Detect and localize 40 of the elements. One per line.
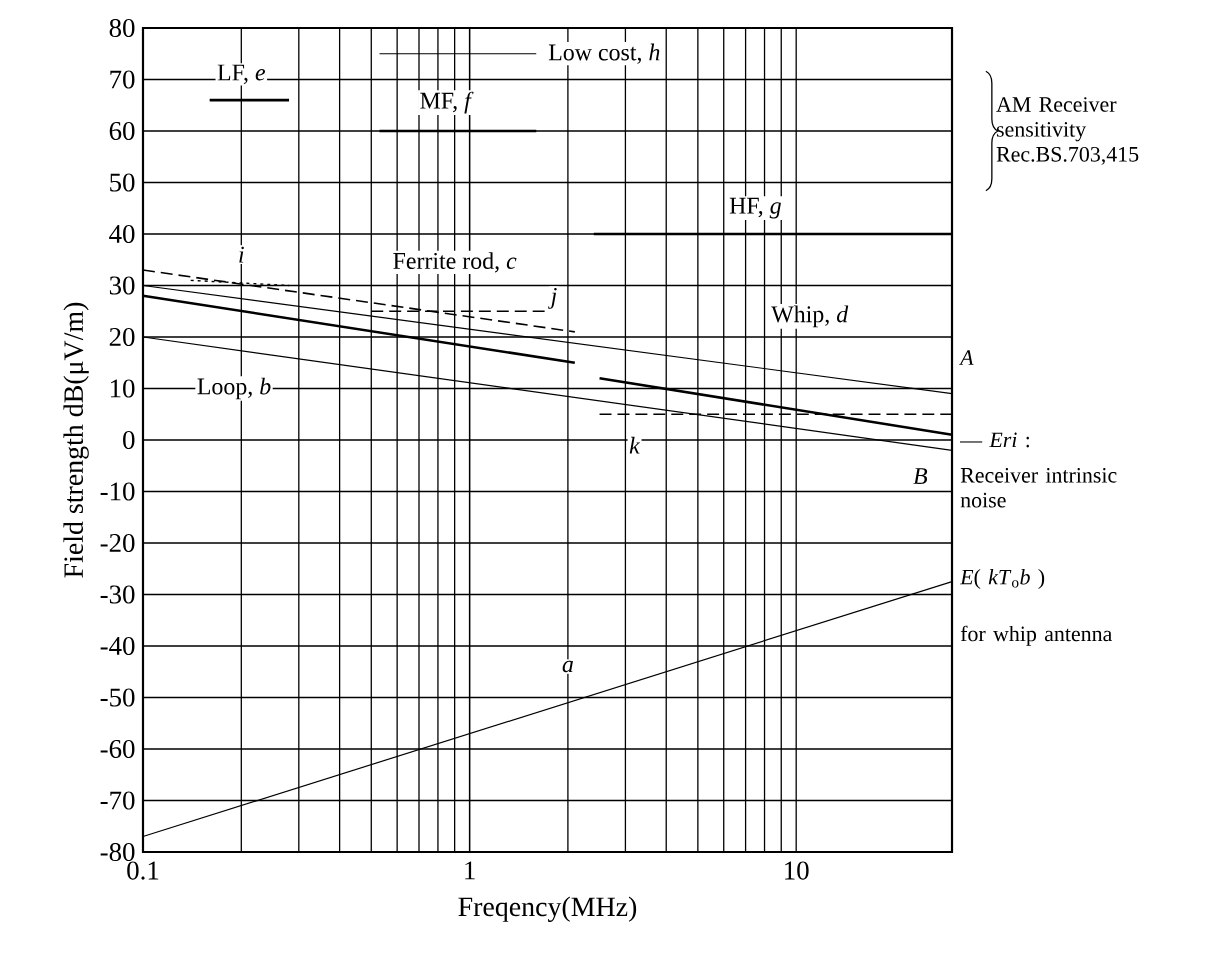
annotation: i xyxy=(239,246,244,263)
x-tick-label: 10 xyxy=(785,861,809,880)
y-axis-title: Field strength dB(μV/m) xyxy=(63,302,89,578)
y-tick-label: -40 xyxy=(100,636,135,656)
y-tick-label: 80 xyxy=(109,18,135,38)
x-tick-label: 0.1 xyxy=(127,861,159,880)
y-tick-label: -30 xyxy=(100,585,135,604)
text: — Eri : xyxy=(960,432,1030,448)
annotation: B xyxy=(913,468,928,484)
y-tick-label: -70 xyxy=(100,791,135,810)
y-tick-label: 30 xyxy=(109,276,135,295)
annotation: k xyxy=(629,436,641,454)
annotation: Ferrite rod, c xyxy=(393,252,517,273)
annotation: Loop, b xyxy=(197,377,271,400)
y-tick-label: 50 xyxy=(110,173,135,192)
y-tick-label: 10 xyxy=(110,379,135,398)
y-tick-label: 60 xyxy=(109,121,135,141)
annotation: j xyxy=(548,287,557,309)
text: Receiver intrinsic noise xyxy=(960,467,1117,508)
annotation: a xyxy=(562,660,573,673)
y-tick-label: 40 xyxy=(109,224,135,244)
text: E( kT$_{o}$b ) xyxy=(959,569,1045,589)
y-tick-label: -20 xyxy=(100,533,135,553)
y-tick-label: 0 xyxy=(123,430,135,450)
x-tick-label: 1 xyxy=(465,861,475,880)
annotation: MF, f xyxy=(420,91,474,114)
y-tick-label: -60 xyxy=(100,739,135,759)
text: for whip antenna xyxy=(960,625,1113,646)
text: AM Receiver sensitivity Rec.BS.703,415 xyxy=(996,97,1139,165)
x-axis-title: Freqency(MHz) xyxy=(458,896,637,922)
annotation: LF, e xyxy=(217,64,266,84)
annotation: Low cost, h xyxy=(548,43,660,64)
y-tick-label: 20 xyxy=(109,327,135,347)
y-tick-label: -80 xyxy=(100,842,135,862)
annotation: HF, g xyxy=(729,197,781,219)
y-tick-label: -10 xyxy=(100,482,135,501)
y-tick-label: 70 xyxy=(110,70,135,89)
text: A xyxy=(958,350,974,365)
y-tick-label: -50 xyxy=(100,688,135,707)
annotation: Whip, d xyxy=(771,305,849,328)
